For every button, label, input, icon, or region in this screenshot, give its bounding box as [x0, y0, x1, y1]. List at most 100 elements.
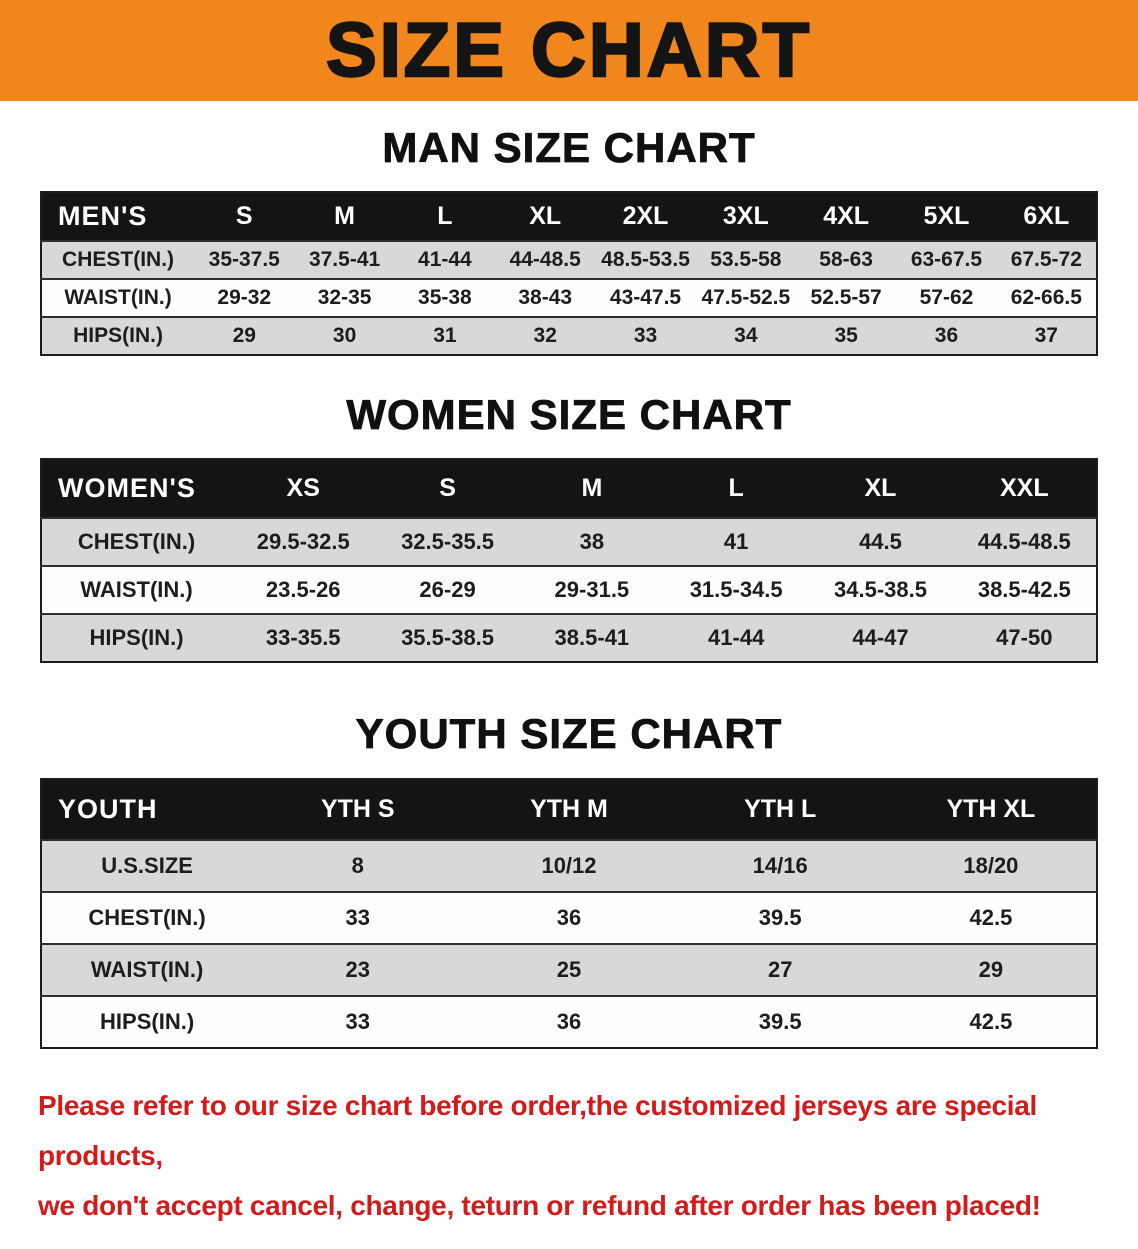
value-cell: 37	[1034, 324, 1058, 348]
value-cell: 39.5	[758, 904, 802, 930]
table-header-row: YOUTH YTH S YTH M YTH L YTH XL	[41, 778, 1097, 840]
section-heading-women: WOMEN SIZE CHART	[346, 391, 792, 439]
size-header-cell: S	[375, 459, 520, 519]
table-row: CHEST(IN.) 29.5-32.5 32.5-35.5 38 41 44.5 44.5…	[41, 518, 1097, 567]
value-cell: 38-43	[518, 286, 573, 310]
size-header-cell: 2XL	[595, 192, 696, 242]
table-row: WAIST(IN.) 23 25 27 29	[41, 943, 1097, 996]
value-cell: 44.5	[859, 529, 902, 555]
table-row: HIPS(IN.) 33 36 39.5 42.5	[41, 995, 1097, 1048]
value-cell: 32	[533, 324, 557, 348]
value-cell: 47-50	[996, 625, 1053, 651]
value-cell: 42.5	[969, 1008, 1013, 1034]
value-cell: 31.5-34.5	[689, 577, 783, 603]
value-cell: 34	[734, 324, 758, 348]
value-cell: 33	[345, 1008, 371, 1034]
value-cell: 35.5-38.5	[401, 625, 495, 651]
table-row: HIPS(IN.) 29 30 31 32 33 34 35 36 37	[41, 317, 1097, 356]
table-row: U.S.SIZE 8 10/12 14/16 18/20	[41, 839, 1097, 892]
men-size-table: MEN'S S M L XL 2XL 3XL 4XL 5XL 6XL CHEST(IN.) 35-37…	[40, 191, 1098, 357]
value-cell: 8	[351, 852, 364, 878]
table-title-cell: MEN'S	[41, 192, 195, 242]
value-cell: 29	[978, 956, 1004, 982]
row-label-cell: HIPS(IN.)	[89, 625, 184, 651]
size-header-cell: 6XL	[996, 192, 1097, 242]
section-heading-men: MAN SIZE CHART	[382, 124, 756, 171]
value-cell: 41-44	[708, 625, 765, 651]
value-cell: 36	[934, 324, 959, 348]
table-row: HIPS(IN.) 33-35.5 35.5-38.5 38.5-41 41-44 44-…	[41, 614, 1097, 663]
row-label-cell: HIPS(IN.)	[73, 324, 163, 348]
value-cell: 29-32	[217, 286, 272, 310]
value-cell: 25	[556, 956, 582, 982]
value-cell: 48.5-53.5	[601, 248, 690, 272]
women-size-table: WOMEN'S XS S M L XL XXL CHEST(IN.) 29.5-32.5 32.5…	[40, 458, 1098, 664]
youth-size-table: YOUTH YTH S YTH M YTH L YTH XL U.S.SIZE 8 10/12…	[40, 777, 1098, 1049]
value-cell: 35-37.5	[208, 248, 280, 272]
value-cell: 36	[556, 904, 582, 930]
value-cell: 43-47.5	[609, 286, 682, 310]
size-header-cell: YTH L	[674, 778, 886, 840]
value-cell: 62-66.5	[1010, 286, 1082, 310]
value-cell: 10/12	[541, 852, 597, 878]
value-cell: 29.5-32.5	[256, 529, 350, 555]
value-cell: 44-48.5	[509, 248, 581, 272]
value-cell: 23	[345, 956, 371, 982]
row-label-cell: WAIST(IN.)	[90, 956, 204, 982]
size-header-cell: 5XL	[896, 192, 997, 242]
value-cell: 32-35	[317, 286, 372, 310]
value-cell: 52.5-57	[810, 286, 882, 310]
disclaimer-line-2: we don't accept cancel, change, teturn o…	[38, 1189, 1041, 1221]
size-header-cell: XL	[808, 459, 953, 519]
row-label-cell: HIPS(IN.)	[100, 1008, 195, 1034]
value-cell: 29-31.5	[554, 577, 630, 603]
section-heading-youth: YOUTH SIZE CHART	[355, 710, 783, 758]
size-header-cell: YTH S	[252, 778, 464, 840]
value-cell: 47.5-52.5	[701, 286, 791, 310]
value-cell: 57-62	[919, 286, 974, 310]
value-cell: 33	[345, 904, 371, 930]
table-title-cell: WOMEN'S	[41, 459, 232, 519]
value-cell: 41-44	[418, 248, 472, 272]
value-cell: 18/20	[963, 852, 1019, 878]
value-cell: 41	[723, 529, 749, 555]
size-header-cell: S	[194, 192, 295, 242]
banner: SIZE CHART	[0, 0, 1138, 101]
table-title-cell: YOUTH	[41, 778, 253, 840]
size-header-cell: 4XL	[795, 192, 897, 242]
value-cell: 36	[556, 1008, 582, 1034]
size-header-cell: M	[519, 459, 665, 519]
table-row: CHEST(IN.) 33 36 39.5 42.5	[41, 891, 1097, 944]
value-cell: 58-63	[819, 248, 873, 272]
table-row: WAIST(IN.) 29-32 32-35 35-38 38-43 43-47.5 47.…	[41, 279, 1097, 318]
table-row: CHEST(IN.) 35-37.5 37.5-41 41-44 44-48.5 48.5…	[41, 241, 1097, 280]
row-label-cell: WAIST(IN.)	[64, 286, 172, 310]
value-cell: 27	[767, 956, 793, 982]
value-cell: 39.5	[758, 1008, 802, 1034]
row-label-cell: CHEST(IN.)	[62, 248, 175, 272]
value-cell: 38.5-42.5	[977, 577, 1071, 603]
size-header-cell: XXL	[952, 459, 1097, 519]
value-cell: 31	[433, 324, 457, 348]
value-cell: 44-47	[852, 625, 909, 651]
value-cell: 37.5-41	[308, 248, 381, 272]
size-header-cell: L	[394, 192, 496, 242]
value-cell: 38.5-41	[554, 625, 630, 651]
value-cell: 35-38	[418, 286, 472, 310]
value-cell: 30	[332, 324, 357, 348]
size-header-cell: XL	[495, 192, 596, 242]
value-cell: 32.5-35.5	[401, 529, 495, 555]
size-header-cell: M	[294, 192, 395, 242]
disclaimer-line-1: Please refer to our size chart before or…	[38, 1089, 1038, 1171]
value-cell: 33-35.5	[265, 625, 341, 651]
row-label-cell: U.S.SIZE	[101, 852, 193, 878]
value-cell: 38	[579, 529, 605, 555]
value-cell: 34.5-38.5	[834, 577, 927, 603]
table-header-row: WOMEN'S XS S M L XL XXL	[41, 459, 1097, 519]
table-row: WAIST(IN.) 23.5-26 26-29 29-31.5 31.5-34.5 34…	[41, 566, 1097, 615]
value-cell: 14/16	[752, 852, 808, 878]
value-cell: 35	[834, 324, 858, 348]
size-header-cell: XS	[231, 459, 376, 519]
size-header-cell: YTH XL	[885, 778, 1097, 840]
